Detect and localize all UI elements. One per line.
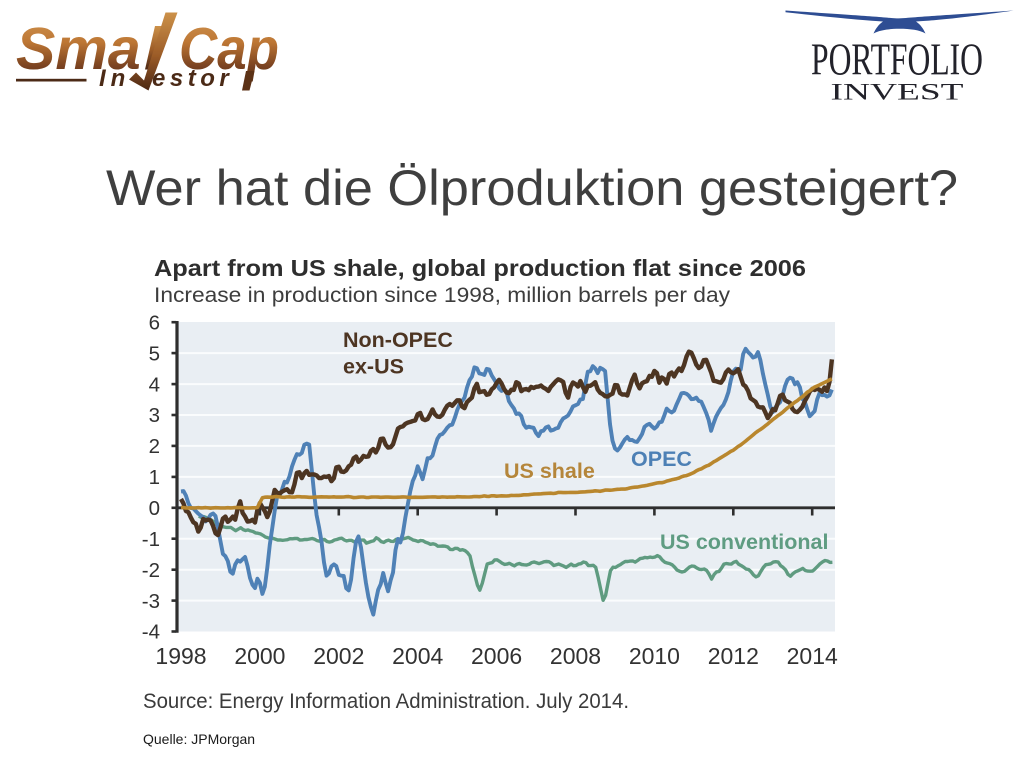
svg-text:6: 6 xyxy=(149,311,160,334)
svg-text:Source: Energy Information Adm: Source: Energy Information Administratio… xyxy=(143,689,629,713)
svg-text:-2: -2 xyxy=(142,559,160,582)
svg-text:Cap: Cap xyxy=(179,16,279,82)
svg-text:Sma: Sma xyxy=(16,16,141,82)
svg-text:1: 1 xyxy=(149,466,160,489)
svg-text:INVEST: INVEST xyxy=(831,80,964,105)
svg-text:In: In xyxy=(99,65,130,92)
svg-text:US conventional: US conventional xyxy=(660,530,828,554)
svg-text:2004: 2004 xyxy=(392,643,443,669)
svg-text:2010: 2010 xyxy=(629,643,680,669)
svg-text:Wer hat die Ölproduktion geste: Wer hat die Ölproduktion gesteigert? xyxy=(106,160,958,216)
svg-text:5: 5 xyxy=(149,342,160,365)
svg-text:2: 2 xyxy=(149,435,160,458)
svg-text:Quelle: JPMorgan: Quelle: JPMorgan xyxy=(143,731,255,747)
svg-text:-4: -4 xyxy=(142,621,160,644)
svg-text:2014: 2014 xyxy=(787,643,838,669)
svg-text:OPEC: OPEC xyxy=(631,447,692,471)
svg-text:0: 0 xyxy=(149,497,160,520)
svg-text:Non-OPEC: Non-OPEC xyxy=(343,328,453,352)
svg-text:US shale: US shale xyxy=(504,459,595,483)
svg-text:4: 4 xyxy=(149,373,160,396)
svg-text:3: 3 xyxy=(149,404,160,427)
svg-text:-1: -1 xyxy=(142,528,160,551)
svg-text:2008: 2008 xyxy=(550,643,601,669)
svg-text:ex-US: ex-US xyxy=(343,355,404,379)
svg-text:2000: 2000 xyxy=(234,643,285,669)
svg-text:Apart from US shale, global pr: Apart from US shale, global production f… xyxy=(154,255,806,281)
svg-text:2012: 2012 xyxy=(708,643,759,669)
svg-text:Increase in production since 1: Increase in production since 1998, milli… xyxy=(154,284,731,307)
svg-text:1998: 1998 xyxy=(155,643,206,669)
svg-text:2006: 2006 xyxy=(471,643,522,669)
svg-text:PORTFOLIO: PORTFOLIO xyxy=(811,35,983,85)
svg-text:2002: 2002 xyxy=(313,643,364,669)
svg-text:estor: estor xyxy=(152,65,233,92)
svg-text:-3: -3 xyxy=(142,590,160,613)
